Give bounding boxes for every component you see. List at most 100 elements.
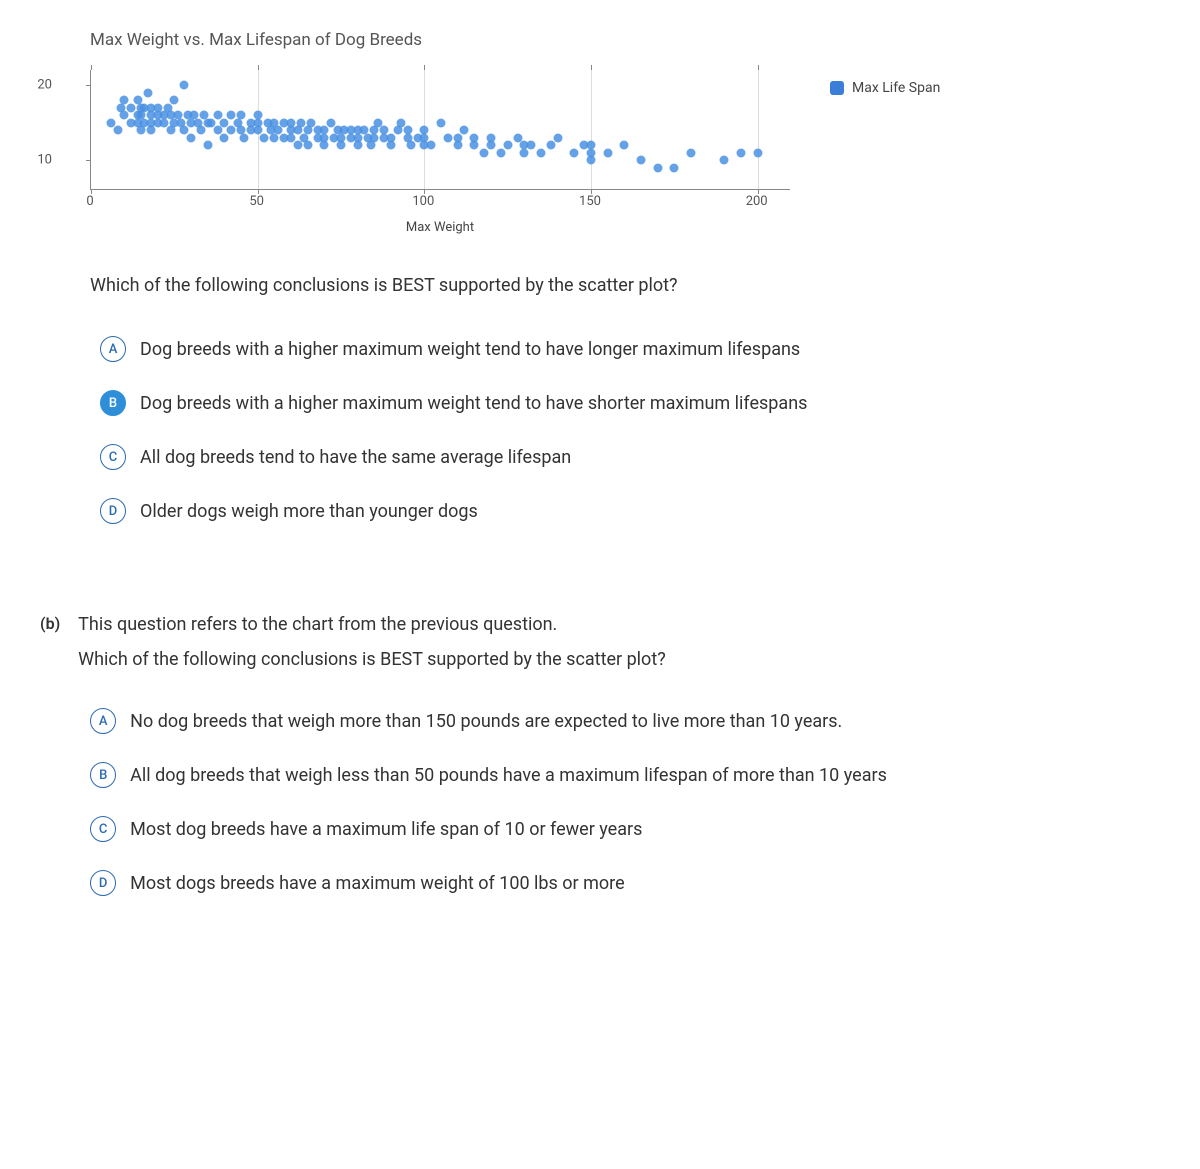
x-axis-label: Max Weight bbox=[90, 220, 790, 235]
data-point bbox=[407, 141, 416, 150]
choice-letter: C bbox=[90, 816, 116, 842]
choice-letter: B bbox=[90, 762, 116, 788]
data-point bbox=[427, 141, 436, 150]
data-point bbox=[303, 141, 312, 150]
x-tick-label: 50 bbox=[249, 194, 264, 209]
data-point bbox=[180, 81, 189, 90]
choice-text: Most dog breeds have a maximum life span… bbox=[130, 819, 642, 840]
data-point bbox=[620, 141, 629, 150]
gridline bbox=[591, 70, 592, 189]
legend-label: Max Life Span bbox=[852, 80, 940, 96]
data-point bbox=[603, 148, 612, 157]
tick bbox=[86, 160, 91, 161]
choice-text: Most dogs breeds have a maximum weight o… bbox=[130, 873, 624, 894]
data-point bbox=[487, 133, 496, 142]
tick bbox=[424, 65, 425, 70]
y-tick-label: 10 bbox=[37, 153, 52, 168]
data-point bbox=[460, 126, 469, 135]
choice-letter: A bbox=[90, 708, 116, 734]
data-point bbox=[637, 156, 646, 165]
data-point bbox=[220, 133, 229, 142]
x-tick-label: 150 bbox=[579, 194, 601, 209]
data-point bbox=[497, 148, 506, 157]
scatter-plot bbox=[90, 70, 790, 190]
choice-text: All dog breeds tend to have the same ave… bbox=[140, 447, 571, 468]
data-point bbox=[170, 96, 179, 105]
data-point bbox=[527, 141, 536, 150]
data-point bbox=[480, 148, 489, 157]
data-point bbox=[453, 133, 462, 142]
tick bbox=[258, 65, 259, 70]
data-point bbox=[240, 133, 249, 142]
choice-letter: C bbox=[100, 444, 126, 470]
question2-choices: A No dog breeds that weigh more than 150 … bbox=[90, 708, 1160, 896]
q2-choice-b[interactable]: B All dog breeds that weigh less than 50 … bbox=[90, 762, 1160, 788]
data-point bbox=[537, 148, 546, 157]
data-point bbox=[143, 88, 152, 97]
data-point bbox=[437, 118, 446, 127]
data-point bbox=[203, 141, 212, 150]
tick bbox=[91, 65, 92, 70]
data-point bbox=[253, 111, 262, 120]
tick bbox=[591, 65, 592, 70]
data-point bbox=[187, 133, 196, 142]
q2-choice-a[interactable]: A No dog breeds that weigh more than 150 … bbox=[90, 708, 1160, 734]
data-point bbox=[420, 126, 429, 135]
legend-swatch bbox=[830, 81, 844, 95]
choice-text: Older dogs weigh more than younger dogs bbox=[140, 501, 478, 522]
q1-choice-b[interactable]: B Dog breeds with a higher maximum weight… bbox=[100, 390, 1160, 416]
tick bbox=[86, 85, 91, 86]
x-tick-label: 0 bbox=[86, 194, 93, 209]
data-point bbox=[320, 126, 329, 135]
data-point bbox=[237, 111, 246, 120]
data-point bbox=[587, 156, 596, 165]
data-point bbox=[570, 148, 579, 157]
chart-title: Max Weight vs. Max Lifespan of Dog Breed… bbox=[90, 30, 1160, 50]
choice-letter: A bbox=[100, 336, 126, 362]
data-point bbox=[387, 133, 396, 142]
question1-choices: A Dog breeds with a higher maximum weight… bbox=[100, 336, 1160, 524]
gridline bbox=[758, 70, 759, 189]
data-point bbox=[503, 141, 512, 150]
choice-text: Dog breeds with a higher maximum weight … bbox=[140, 339, 800, 360]
data-point bbox=[403, 126, 412, 135]
choice-text: No dog breeds that weigh more than 150 p… bbox=[130, 711, 842, 732]
tick bbox=[758, 65, 759, 70]
data-point bbox=[553, 133, 562, 142]
part-b-label: (b) bbox=[40, 614, 60, 924]
x-tick-label: 200 bbox=[746, 194, 768, 209]
q1-choice-d[interactable]: D Older dogs weigh more than younger dogs bbox=[100, 498, 1160, 524]
chart-legend: Max Life Span bbox=[830, 80, 940, 96]
q1-choice-a[interactable]: A Dog breeds with a higher maximum weight… bbox=[100, 336, 1160, 362]
choice-text: All dog breeds that weigh less than 50 p… bbox=[130, 765, 887, 786]
data-point bbox=[737, 148, 746, 157]
choice-letter: D bbox=[90, 870, 116, 896]
y-tick-label: 20 bbox=[37, 78, 52, 93]
data-point bbox=[443, 133, 452, 142]
data-point bbox=[470, 133, 479, 142]
data-point bbox=[587, 141, 596, 150]
data-point bbox=[547, 141, 556, 150]
chart-container: 1020 050100150200 Max Weight Max Life Sp… bbox=[90, 70, 1160, 235]
x-axis: 050100150200 bbox=[90, 190, 790, 210]
data-point bbox=[670, 163, 679, 172]
data-point bbox=[227, 126, 236, 135]
data-point bbox=[720, 156, 729, 165]
question1-prompt: Which of the following conclusions is BE… bbox=[90, 275, 1160, 296]
choice-text: Dog breeds with a higher maximum weight … bbox=[140, 393, 807, 414]
data-point bbox=[260, 133, 269, 142]
data-point bbox=[293, 141, 302, 150]
q2-choice-d[interactable]: D Most dogs breeds have a maximum weight … bbox=[90, 870, 1160, 896]
q2-choice-c[interactable]: C Most dog breeds have a maximum life spa… bbox=[90, 816, 1160, 842]
x-tick-label: 100 bbox=[412, 194, 434, 209]
question2-line2: Which of the following conclusions is BE… bbox=[78, 649, 1160, 670]
q1-choice-c[interactable]: C All dog breeds tend to have the same av… bbox=[100, 444, 1160, 470]
data-point bbox=[687, 148, 696, 157]
question2-line1: This question refers to the chart from t… bbox=[78, 614, 1160, 635]
choice-letter: B bbox=[100, 390, 126, 416]
data-point bbox=[113, 126, 122, 135]
data-point bbox=[197, 126, 206, 135]
question2-container: (b) This question refers to the chart fr… bbox=[40, 614, 1160, 924]
data-point bbox=[753, 148, 762, 157]
choice-letter: D bbox=[100, 498, 126, 524]
